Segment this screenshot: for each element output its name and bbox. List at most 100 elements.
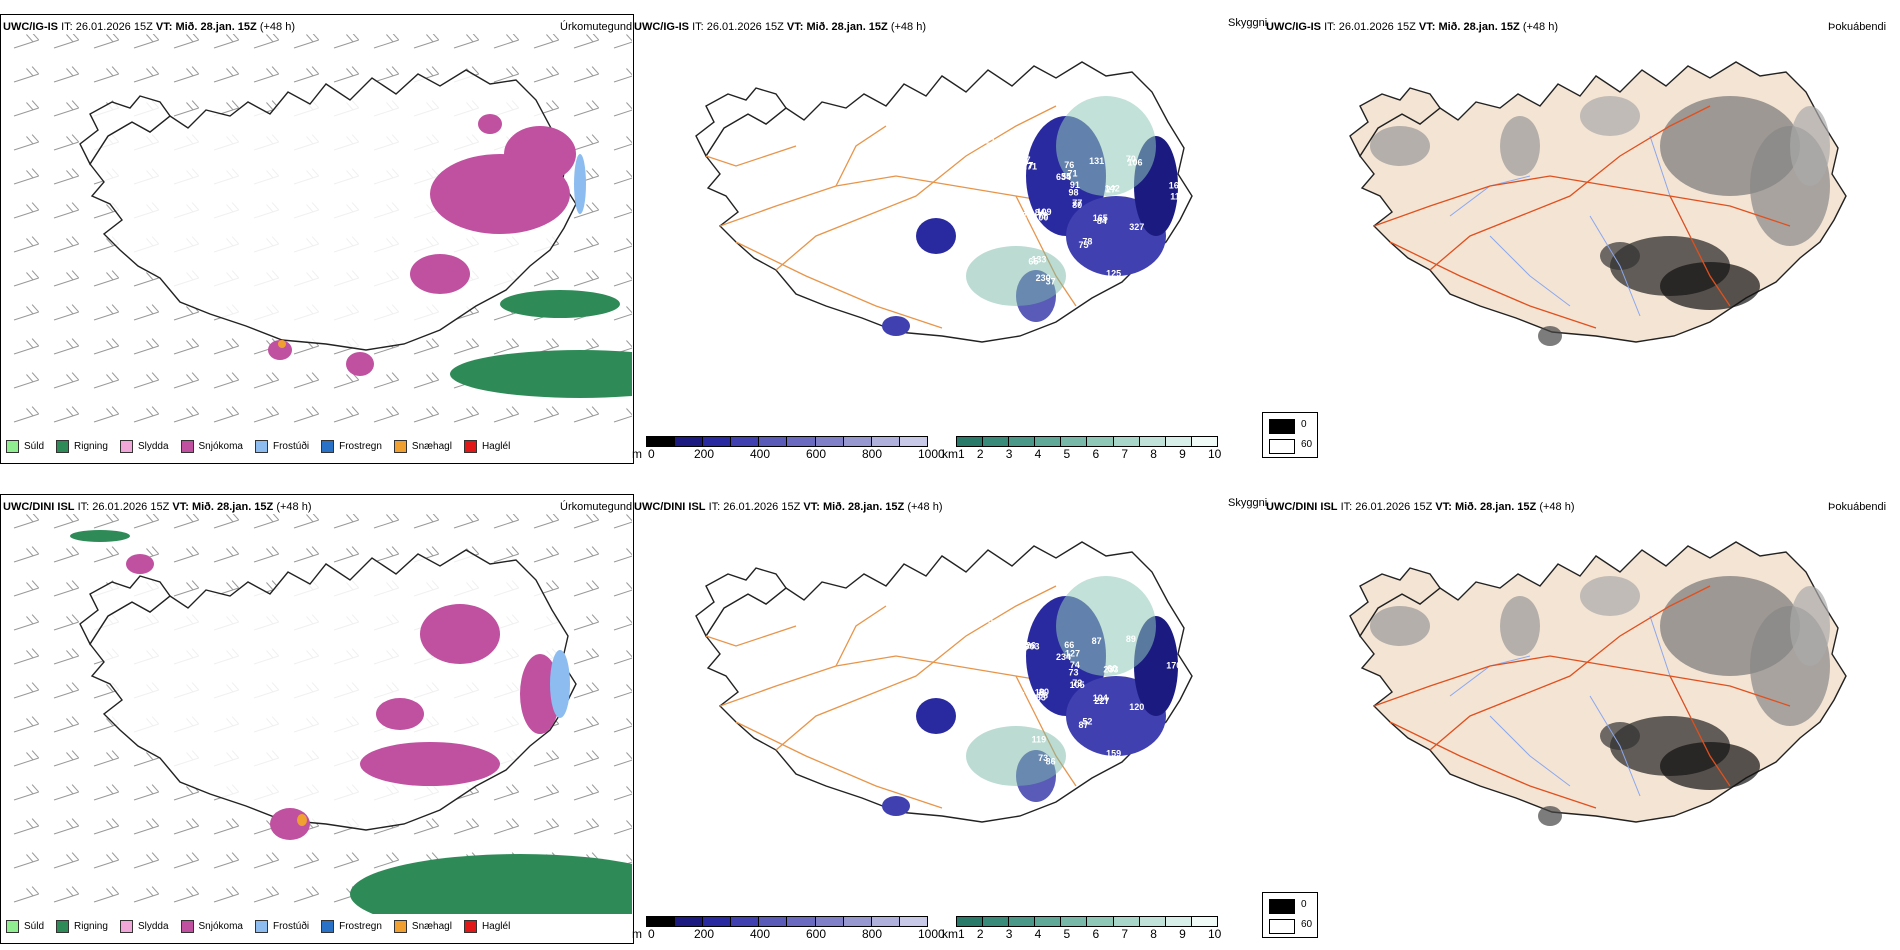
wind-barb — [613, 784, 632, 801]
visibility-value: 47 — [1015, 691, 1025, 701]
visibility-value: 131 — [1089, 156, 1104, 166]
wind-barb — [53, 202, 80, 219]
precip-type-map[interactable] — [0, 34, 632, 434]
wind-barb — [13, 338, 40, 355]
snow-area — [360, 742, 500, 786]
visibility-value: 133 — [1031, 255, 1046, 265]
legend-swatch — [180, 440, 194, 453]
legend-swatch — [463, 440, 477, 453]
wind-barb — [13, 580, 40, 597]
colorbar-segment — [1061, 917, 1088, 926]
colorbar-unit: km — [942, 447, 958, 461]
fog-legend-swatch — [1269, 919, 1295, 934]
rain-area — [450, 350, 632, 398]
wind-barb — [173, 580, 200, 597]
wind-barb — [373, 372, 400, 389]
precip-panel-frame — [0, 494, 634, 944]
visibility-value: 52 — [1082, 716, 1092, 726]
colorbar-segment — [703, 917, 732, 926]
wind-barb — [53, 134, 80, 151]
legend-item: Frostúði — [254, 440, 310, 453]
colorbar-tick-label: 4 — [1034, 927, 1042, 941]
colorbar-tick-label: 5 — [1063, 927, 1071, 941]
visibility-value: 78 — [1082, 236, 1092, 246]
river — [1489, 715, 1571, 787]
fog-index-map[interactable] — [1290, 516, 1890, 916]
colorbar-tick-label: 600 — [806, 927, 827, 941]
wind-barb — [173, 886, 200, 903]
wind-barb — [13, 784, 40, 801]
wind-barb — [213, 338, 240, 355]
legend-swatch — [6, 920, 19, 933]
wind-barb — [173, 546, 200, 563]
wind-barb — [93, 852, 120, 869]
wind-barb — [173, 372, 200, 389]
legend-item: Rigning — [56, 440, 108, 453]
road — [835, 605, 887, 667]
wind-barb — [93, 406, 120, 423]
colorbar-tick-label: 3 — [1005, 447, 1013, 461]
visibility-value: 73 — [1068, 668, 1078, 678]
wind-barb — [173, 338, 200, 355]
wind-barb — [93, 338, 120, 355]
snow-area — [420, 604, 500, 664]
visibility-value: 148 — [983, 200, 998, 210]
wind-barb — [93, 546, 120, 563]
wind-barb — [573, 270, 600, 287]
visibility-map[interactable]: 7222722652736686233908389119167170472341… — [636, 516, 1236, 916]
visibility-colorbar: km 1 2 3 4 5 6 7 8 9 10 — [942, 436, 1232, 462]
fog-index-field — [1370, 576, 1830, 826]
visibility-value: 89 — [986, 680, 996, 690]
colorbar-unit: km — [942, 927, 958, 941]
visibility-value: 233 — [1103, 664, 1118, 674]
legend-swatch — [463, 920, 477, 933]
lead-time: (+48 h) — [276, 501, 312, 513]
legend-swatch — [321, 440, 335, 453]
wind-barb — [293, 514, 320, 529]
fog-index-field — [1370, 96, 1830, 346]
snow-area — [410, 254, 470, 294]
fog-index-map[interactable] — [1290, 36, 1890, 436]
legend-item: Frostregn — [321, 440, 382, 453]
legend-item: Snjókoma — [180, 440, 243, 453]
road — [1389, 241, 1597, 329]
legend-item: Frostúði — [254, 920, 309, 933]
wind-barb — [333, 514, 360, 529]
wind-barb — [53, 648, 80, 665]
legend-item: Haglél — [463, 440, 510, 453]
legend-label: Frostúði — [272, 441, 310, 452]
wind-barb — [453, 338, 480, 355]
road — [775, 585, 1057, 751]
wind-barb — [53, 304, 80, 321]
precip-type-label: Úrkomutegund — [560, 21, 633, 33]
visibility-value: 48 — [1017, 163, 1027, 173]
snow-area — [376, 698, 424, 730]
colorbar-tick-label: 9 — [1179, 927, 1186, 941]
wind-barb — [333, 852, 360, 869]
colorbar-tick-label: 2 — [976, 927, 984, 941]
wind-barb — [413, 514, 440, 529]
fog-legend-swatch — [1269, 419, 1295, 434]
colorbar-strip — [646, 916, 928, 927]
wind-barb — [133, 66, 160, 83]
wind-barb — [573, 406, 600, 423]
colorbar-strip — [956, 916, 1218, 927]
colorbar-segment — [675, 917, 704, 926]
precip-type-map[interactable] — [0, 514, 632, 914]
wind-barb — [373, 514, 400, 529]
valid-time: Mið. 28.jan. 15Z — [175, 21, 257, 33]
westfjords-coastline — [1349, 87, 1441, 158]
wind-barb — [133, 514, 160, 529]
wind-barb — [13, 236, 40, 253]
fog-panel-title: UWC/DINI ISL IT: 26.01.2026 15Z VT: Mið.… — [1266, 501, 1575, 513]
colorbar-segment — [1009, 437, 1036, 446]
wind-barb — [213, 514, 240, 529]
legend-label: Snæhagl — [411, 921, 452, 932]
road — [1669, 195, 1731, 307]
wind-barb — [573, 648, 600, 665]
visibility-value: 75 — [1078, 240, 1088, 250]
visibility-label: Skyggni — [1228, 497, 1268, 509]
legend-swatch — [393, 920, 407, 933]
wind-barb — [133, 886, 160, 903]
